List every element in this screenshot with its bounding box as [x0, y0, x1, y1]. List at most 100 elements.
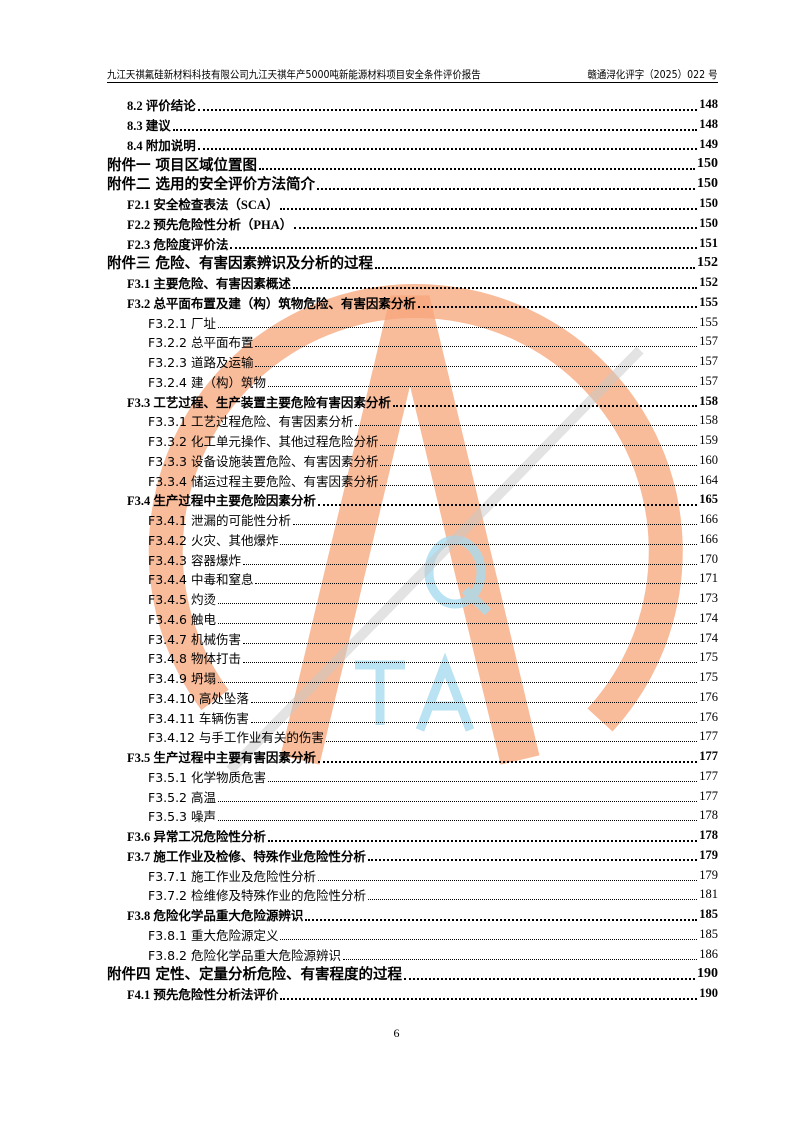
toc-leader-dots	[267, 385, 698, 387]
toc-entry[interactable]: 附件四 定性、定量分析危险、有害程度的过程 190	[107, 964, 718, 984]
toc-leader-dots	[267, 839, 698, 842]
toc-entry[interactable]: F3.4.1 泄漏的可能性分析 166	[107, 510, 718, 530]
toc-entry-page: 176	[699, 689, 718, 704]
page-number: 6	[393, 1026, 400, 1040]
toc-entry[interactable]: F3.3.4 储运过程主要危险、有害因素分析 164	[107, 470, 718, 490]
toc-entry-title: F2.1 安全检查表法（SCA）	[127, 198, 279, 213]
toc-entry[interactable]: F3.4.12 与手工作业有关的伤害 177	[107, 727, 718, 747]
toc-entry[interactable]: 8.4 附加说明 149	[107, 135, 718, 155]
toc-entry[interactable]: F3.2 总平面布置及建（构）筑物危险、有害因素分析 155	[107, 293, 718, 313]
toc-entry-title: F3.7.1 施工作业及危险性分析	[148, 868, 316, 884]
toc-entry[interactable]: 8.2 评价结论 148	[107, 95, 718, 115]
toc-entry-title: F3.4.8 物体打击	[148, 651, 241, 667]
toc-entry[interactable]: F3.7.1 施工作业及危险性分析 179	[107, 865, 718, 885]
toc-entry[interactable]: F3.1 主要危险、有害因素概述 152	[107, 273, 718, 293]
toc-entry-title: 附件四 定性、定量分析危险、有害程度的过程	[107, 967, 403, 984]
toc-entry-title: F3.4.4 中毒和窒息	[148, 572, 254, 588]
toc-entry[interactable]: F3.4.2 火灾、其他爆炸 166	[107, 530, 718, 550]
toc-entry[interactable]: F3.5.1 化学物质危害 177	[107, 767, 718, 787]
toc-entry-title: F2.2 预先危险性分析（PHA）	[127, 217, 293, 232]
toc-entry-title: F3.8 危险化学品重大危险源辨识	[127, 909, 304, 924]
toc-entry-title: F3.4.9 坍塌	[148, 671, 216, 687]
toc-entry-page: 190	[697, 965, 718, 981]
toc-entry[interactable]: F3.4.5 灼烫 173	[107, 589, 718, 609]
toc-entry-page: 177	[699, 768, 718, 783]
toc-entry[interactable]: F3.2.3 道路及运输 157	[107, 352, 718, 372]
toc-leader-dots	[250, 701, 698, 703]
toc-entry[interactable]: F3.4.6 触电 174	[107, 609, 718, 629]
toc-leader-dots	[242, 563, 698, 565]
toc-entry[interactable]: F3.4.8 物体打击 175	[107, 648, 718, 668]
toc-leader-dots	[217, 682, 698, 684]
toc-entry-title: F3.4.6 触电	[148, 611, 216, 627]
toc-entry[interactable]: F3.2.2 总平面布置 157	[107, 332, 718, 352]
toc-entry[interactable]: F3.7.2 检维修及特殊作业的危险性分析 181	[107, 885, 718, 905]
toc-entry[interactable]: F3.6 异常工况危险性分析 178	[107, 826, 718, 846]
toc-entry[interactable]: F3.8.2 危险化学品重大危险源辨识 186	[107, 944, 718, 964]
toc-entry[interactable]: F3.4.7 机械伤害 174	[107, 628, 718, 648]
toc-entry-page: 166	[699, 512, 718, 527]
toc-entry-page: 170	[699, 551, 718, 566]
toc-entry[interactable]: F2.2 预先危险性分析（PHA） 150	[107, 214, 718, 234]
toc-entry-title: F3.4 生产过程中主要危险因素分析	[127, 494, 316, 509]
toc-entry[interactable]: F3.2.1 厂址 155	[107, 312, 718, 332]
toc-entry[interactable]: F3.3.2 化工单元操作、其他过程危险分析 159	[107, 431, 718, 451]
toc-entry[interactable]: 8.3 建议 148	[107, 115, 718, 135]
toc-entry[interactable]: F3.3.1 工艺过程危险、有害因素分析 158	[107, 411, 718, 431]
toc-entry[interactable]: F2.3 危险度评价法 151	[107, 233, 718, 253]
toc-entry-title: F3.4.5 灼烫	[148, 592, 216, 608]
toc-entry-page: 148	[699, 117, 718, 132]
header-document-code: 赣通浔化评字（2025）022 号	[587, 69, 718, 81]
toc-entry-page: 158	[699, 393, 718, 408]
toc-entry-page: 178	[699, 808, 718, 823]
toc-entry[interactable]: F3.5 生产过程中主要有害因素分析 177	[107, 747, 718, 767]
toc-entry-page: 171	[699, 571, 718, 586]
toc-entry-title: F3.4.3 容器爆炸	[148, 552, 241, 568]
toc-entry-page: 175	[699, 650, 718, 665]
toc-entry-page: 159	[699, 433, 718, 448]
toc-entry-page: 157	[699, 373, 718, 388]
toc-leader-dots	[292, 524, 698, 526]
toc-entry-title: F3.8.2 危险化学品重大危险源辨识	[148, 947, 341, 963]
toc-leader-dots	[255, 583, 698, 585]
toc-entry[interactable]: F3.4.9 坍塌 175	[107, 668, 718, 688]
toc-entry[interactable]: F4.1 预先危险性分析法评价 190	[107, 984, 718, 1004]
toc-entry[interactable]: F3.8 危险化学品重大危险源辨识 185	[107, 905, 718, 925]
toc-entry[interactable]: F3.3 工艺过程、生产装置主要危险有害因素分析 158	[107, 391, 718, 411]
toc-leader-dots	[367, 859, 698, 862]
toc-entry[interactable]: F3.4.4 中毒和窒息 171	[107, 569, 718, 589]
toc-entry-page: 148	[699, 97, 718, 112]
toc-entry-page: 179	[699, 847, 718, 862]
toc-entry-page: 173	[699, 591, 718, 606]
table-of-contents: 8.2 评价结论 148 8.3 建议 148 8.4 附加说明 149 附件一 项目区域位…	[107, 95, 718, 1004]
toc-leader-dots	[342, 958, 698, 960]
toc-leader-dots	[317, 760, 698, 763]
toc-entry[interactable]: F3.4 生产过程中主要危险因素分析 165	[107, 490, 718, 510]
toc-entry-title: F3.4.7 机械伤害	[148, 631, 241, 647]
toc-entry[interactable]: 附件二 选用的安全评价方法简介 150	[107, 174, 718, 194]
toc-leader-dots	[367, 899, 698, 901]
toc-entry-page: 150	[699, 215, 718, 230]
toc-entry[interactable]: F3.3.3 设备设施装置危险、有害因素分析 160	[107, 451, 718, 471]
toc-leader-dots	[280, 997, 698, 1000]
toc-leader-dots	[280, 543, 698, 545]
toc-entry[interactable]: 附件一 项目区域位置图 150	[107, 154, 718, 174]
toc-entry[interactable]: 附件三 危险、有害因素辨识及分析的过程 152	[107, 253, 718, 273]
toc-entry-page: 177	[699, 788, 718, 803]
toc-leader-dots	[197, 148, 698, 151]
toc-entry[interactable]: F3.2.4 建（构）筑物 157	[107, 372, 718, 392]
toc-entry-page: 185	[699, 926, 718, 941]
toc-leader-dots	[392, 405, 698, 408]
toc-entry-title: F3.5.3 噪声	[148, 809, 216, 825]
toc-entry[interactable]: F3.7 施工作业及检修、特殊作业危险性分析 179	[107, 846, 718, 866]
toc-entry[interactable]: F3.5.3 噪声 178	[107, 806, 718, 826]
toc-entry-page: 164	[699, 472, 718, 487]
toc-entry[interactable]: F3.5.2 高温 177	[107, 786, 718, 806]
toc-entry[interactable]: F3.4.11 车辆伤害 176	[107, 707, 718, 727]
toc-entry[interactable]: F3.8.1 重大危险源定义 185	[107, 925, 718, 945]
toc-leader-dots	[267, 780, 698, 782]
toc-leader-dots	[217, 326, 698, 328]
toc-entry[interactable]: F3.4.10 高处坠落 176	[107, 688, 718, 708]
toc-entry[interactable]: F2.1 安全检查表法（SCA） 150	[107, 194, 718, 214]
toc-entry[interactable]: F3.4.3 容器爆炸 170	[107, 549, 718, 569]
